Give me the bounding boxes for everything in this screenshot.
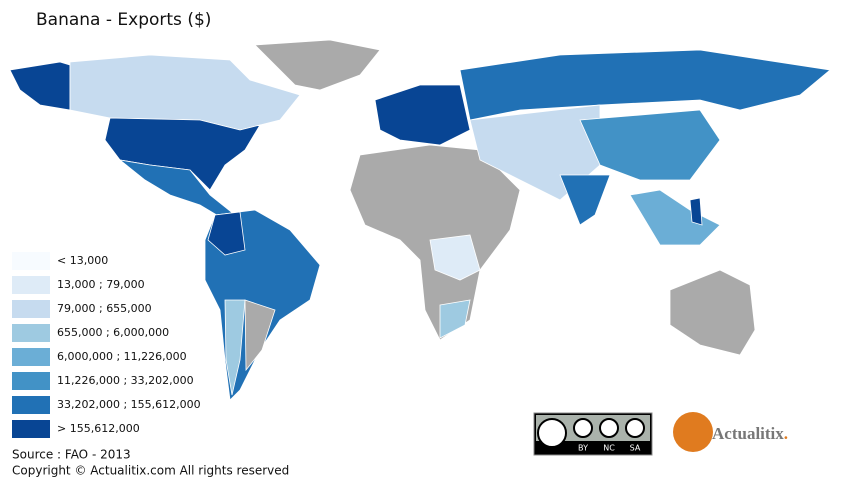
australia — [669, 269, 756, 356]
cc-circle — [537, 418, 567, 448]
nc-icon — [599, 418, 619, 438]
legend-label: 33,202,000 ; 155,612,000 — [57, 398, 201, 411]
china — [579, 109, 721, 181]
legend-label: 6,000,000 ; 11,226,000 — [57, 350, 187, 363]
central-africa — [429, 234, 481, 281]
legend-swatch — [12, 324, 50, 342]
philippines — [689, 197, 703, 226]
logo-text: Actualitix. — [712, 424, 788, 443]
title: Banana - Exports ($) — [36, 10, 211, 30]
greenland — [254, 39, 381, 91]
by-icon — [573, 418, 593, 438]
legend-label: 13,000 ; 79,000 — [57, 278, 145, 291]
logo: Actualitix. — [673, 412, 788, 452]
argentina — [244, 299, 276, 372]
canada — [69, 54, 301, 131]
legend-label: > 155,612,000 — [57, 422, 140, 435]
license-label: BY — [578, 444, 588, 453]
logo-suffix: . — [784, 424, 788, 443]
chile — [224, 299, 246, 396]
legend-label: 79,000 ; 655,000 — [57, 302, 152, 315]
russia — [459, 49, 831, 121]
legend-swatch — [12, 348, 50, 366]
legend-swatch — [12, 372, 50, 390]
legend-swatch — [12, 252, 50, 270]
cc-badge: BY NC SA — [533, 412, 653, 456]
sa-icon — [625, 418, 645, 438]
source: Source : FAO - 2013 — [12, 448, 131, 462]
legend-swatch — [12, 276, 50, 294]
legend-swatch — [12, 420, 50, 438]
colombia-ecuador — [207, 211, 246, 256]
world-map — [9, 39, 831, 401]
logo-globe — [673, 412, 713, 452]
legend-swatch — [12, 396, 50, 414]
southeast-asia — [629, 189, 721, 246]
legend-label: 11,226,000 ; 33,202,000 — [57, 374, 194, 387]
usa — [104, 117, 261, 191]
legend-swatch — [12, 300, 50, 318]
alaska — [9, 61, 71, 111]
license-label: NC — [603, 444, 615, 453]
legend-label: < 13,000 — [57, 254, 108, 267]
south-africa — [439, 299, 471, 339]
india — [559, 174, 611, 226]
logo-name: Actualitix — [712, 424, 784, 443]
license-label: SA — [630, 444, 641, 453]
legend: < 13,000 13,000 ; 79,000 79,000 ; 655,000 6… — [12, 252, 201, 438]
europe — [374, 84, 471, 146]
copyright: Copyright © Actualitix.com All rights re… — [12, 464, 289, 478]
legend-label: 655,000 ; 6,000,000 — [57, 326, 169, 339]
